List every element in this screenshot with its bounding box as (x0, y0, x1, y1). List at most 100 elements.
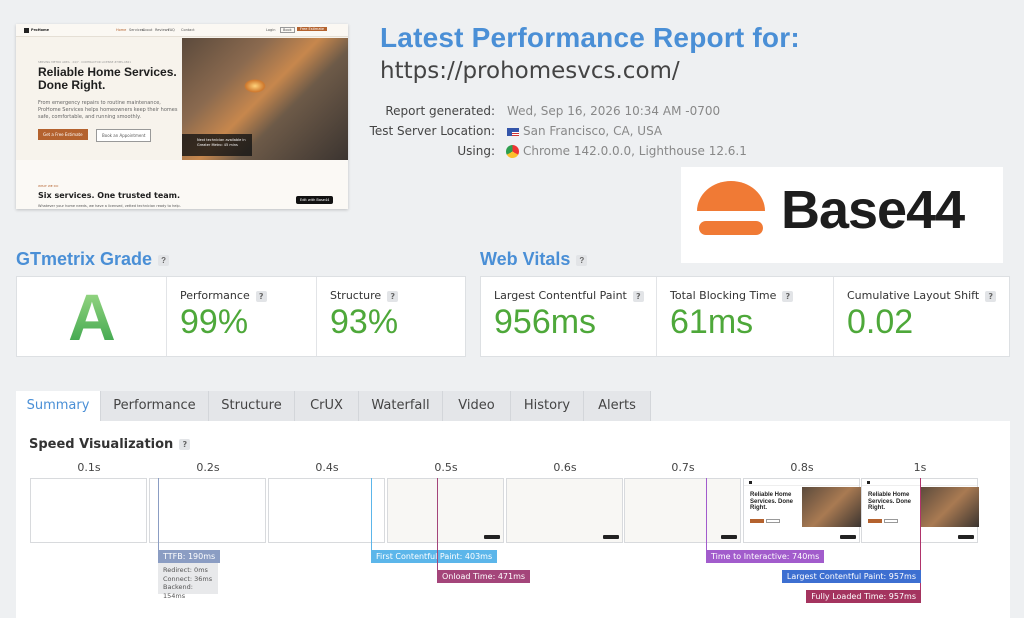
info-value: Wed, Sep 16, 2026 10:34 AM -0700 (507, 104, 721, 118)
tab[interactable]: Summary (16, 391, 101, 421)
frame-nav (744, 479, 859, 486)
thumb-eyebrow: SERVING METRO AREA · 24/7 · CONTRACTOR L… (38, 60, 132, 64)
frame-image (920, 487, 979, 527)
grade-title: GTmetrix Grade? (16, 249, 170, 270)
grade-title-text: GTmetrix Grade (16, 249, 153, 269)
vital-metric: Cumulative Layout Shift? 0.02 (834, 277, 1011, 356)
tab[interactable]: Structure (209, 391, 295, 421)
info-value: San Francisco, CA, USA (523, 124, 663, 138)
frame-button (750, 519, 764, 523)
metric-value: 0.02 (847, 303, 914, 341)
frame-badge (603, 535, 619, 539)
thumb-nav-link: FAQ (168, 28, 175, 32)
help-icon[interactable]: ? (255, 290, 267, 302)
brand-logo: Base44 (681, 167, 1003, 263)
frame (506, 478, 623, 543)
metric-label: Structure? (330, 289, 399, 302)
metric-label-text: Total Blocking Time (670, 289, 777, 302)
help-icon[interactable]: ? (782, 290, 794, 302)
tab[interactable]: Waterfall (359, 391, 443, 421)
time-label: 0.8s (790, 461, 814, 474)
ttfb-connect: Connect: 36ms (163, 574, 213, 583)
thumb-cta-secondary: Book an Appointment (96, 129, 152, 142)
vitals-title: Web Vitals? (480, 249, 588, 270)
thumb-body: From emergency repairs to routine mainte… (38, 100, 178, 120)
thumb-nav-link: Home (116, 28, 127, 32)
frame-headline: Reliable Home Services. Done Right. (750, 492, 794, 511)
frame-button (884, 519, 898, 523)
info-value: Chrome 142.0.0.0, Lighthouse 12.6.1 (523, 144, 747, 158)
thumb-cta-primary: Get a Free Estimate (38, 129, 88, 140)
ttfb-redirect: Redirect: 0ms (163, 566, 208, 574)
grade-letter: A (17, 279, 167, 355)
report-url[interactable]: https://prohomesvcs.com/ (380, 58, 680, 84)
thumb-badge: Next technician available in Greater Met… (197, 138, 246, 147)
thumb-section-title: Six services. One trusted team. (38, 191, 181, 200)
frame-badge (721, 535, 737, 539)
frame: Reliable Home Services. Done Right. (743, 478, 861, 543)
metric-label: Performance? (180, 289, 267, 302)
tti-line (706, 478, 707, 550)
tti-label: Time to Interactive: 740ms (706, 550, 825, 563)
logo-mark (697, 181, 765, 235)
tab[interactable]: Video (443, 391, 511, 421)
metric-label-text: Performance (180, 289, 250, 302)
ttfb-backend: Backend: 154ms (163, 583, 193, 600)
help-icon[interactable]: ? (985, 290, 997, 302)
help-icon[interactable]: ? (179, 439, 191, 450)
frame-badge (840, 535, 856, 539)
metric-value: 93% (330, 303, 399, 341)
tab[interactable]: History (511, 391, 584, 421)
tab[interactable]: Performance (101, 391, 209, 421)
ttfb-details: Redirect: 0ms Connect: 36ms Backend: 154… (158, 563, 218, 600)
help-icon[interactable]: ? (632, 290, 644, 302)
thumb-edit-badge: Edit with Base44 (296, 196, 334, 204)
grade-cell: A (17, 277, 167, 356)
site-thumbnail: ProHome Login Book Free Estimate SERVING… (16, 24, 348, 209)
ttfb-label: TTFB: 190ms (158, 550, 221, 563)
metric-label-text: Cumulative Layout Shift (847, 289, 980, 302)
frame-nav (862, 479, 977, 486)
help-icon[interactable]: ? (387, 290, 399, 302)
frame (624, 478, 741, 543)
thumb-section (16, 160, 348, 209)
help-icon[interactable]: ? (576, 254, 588, 266)
frame (30, 478, 147, 543)
metric-label: Total Blocking Time? (670, 289, 794, 302)
metric-label: Largest Contentful Paint? (494, 289, 644, 302)
metric-label: Cumulative Layout Shift? (847, 289, 997, 302)
lcp-line (920, 478, 921, 590)
thumb-login: Login (266, 28, 276, 32)
tab[interactable]: Alerts (584, 391, 651, 421)
vital-metric: Total Blocking Time? 61ms (657, 277, 834, 356)
thumb-nav-link: Contact (181, 28, 195, 32)
time-label: 0.1s (77, 461, 101, 474)
metric-label-text: Structure (330, 289, 382, 302)
vital-metric: Largest Contentful Paint? 956ms (481, 277, 657, 356)
frame-image (802, 487, 861, 527)
thumb-flame (244, 79, 266, 93)
thumb-nav (16, 24, 348, 37)
frame (387, 478, 504, 543)
help-icon[interactable]: ? (158, 254, 170, 266)
thumb-section-eyebrow: WHAT WE DO (38, 184, 59, 188)
logo-text: Base44 (781, 180, 965, 240)
frame-logo (749, 481, 752, 484)
thumb-nav-link: Reviews (155, 28, 170, 32)
frame-button (766, 519, 780, 523)
time-label: 1s (913, 461, 927, 474)
vitals-box: Largest Contentful Paint? 956ms Total Bloc… (480, 276, 1010, 357)
lcp-label: Largest Contentful Paint: 957ms (781, 570, 921, 583)
grade-metric: Performance? 99% (167, 277, 317, 356)
thumb-logo (24, 28, 29, 33)
frame (268, 478, 385, 543)
frame-button (868, 519, 882, 523)
tab[interactable]: CrUX (295, 391, 359, 421)
vitals-title-text: Web Vitals (480, 249, 571, 269)
time-label: 0.7s (671, 461, 695, 474)
info-label: Using: (457, 144, 495, 158)
frame: Reliable Home Services. Done Right. (861, 478, 979, 543)
frame-headline: Reliable Home Services. Done Right. (868, 492, 912, 511)
ttfb-line (158, 478, 159, 550)
